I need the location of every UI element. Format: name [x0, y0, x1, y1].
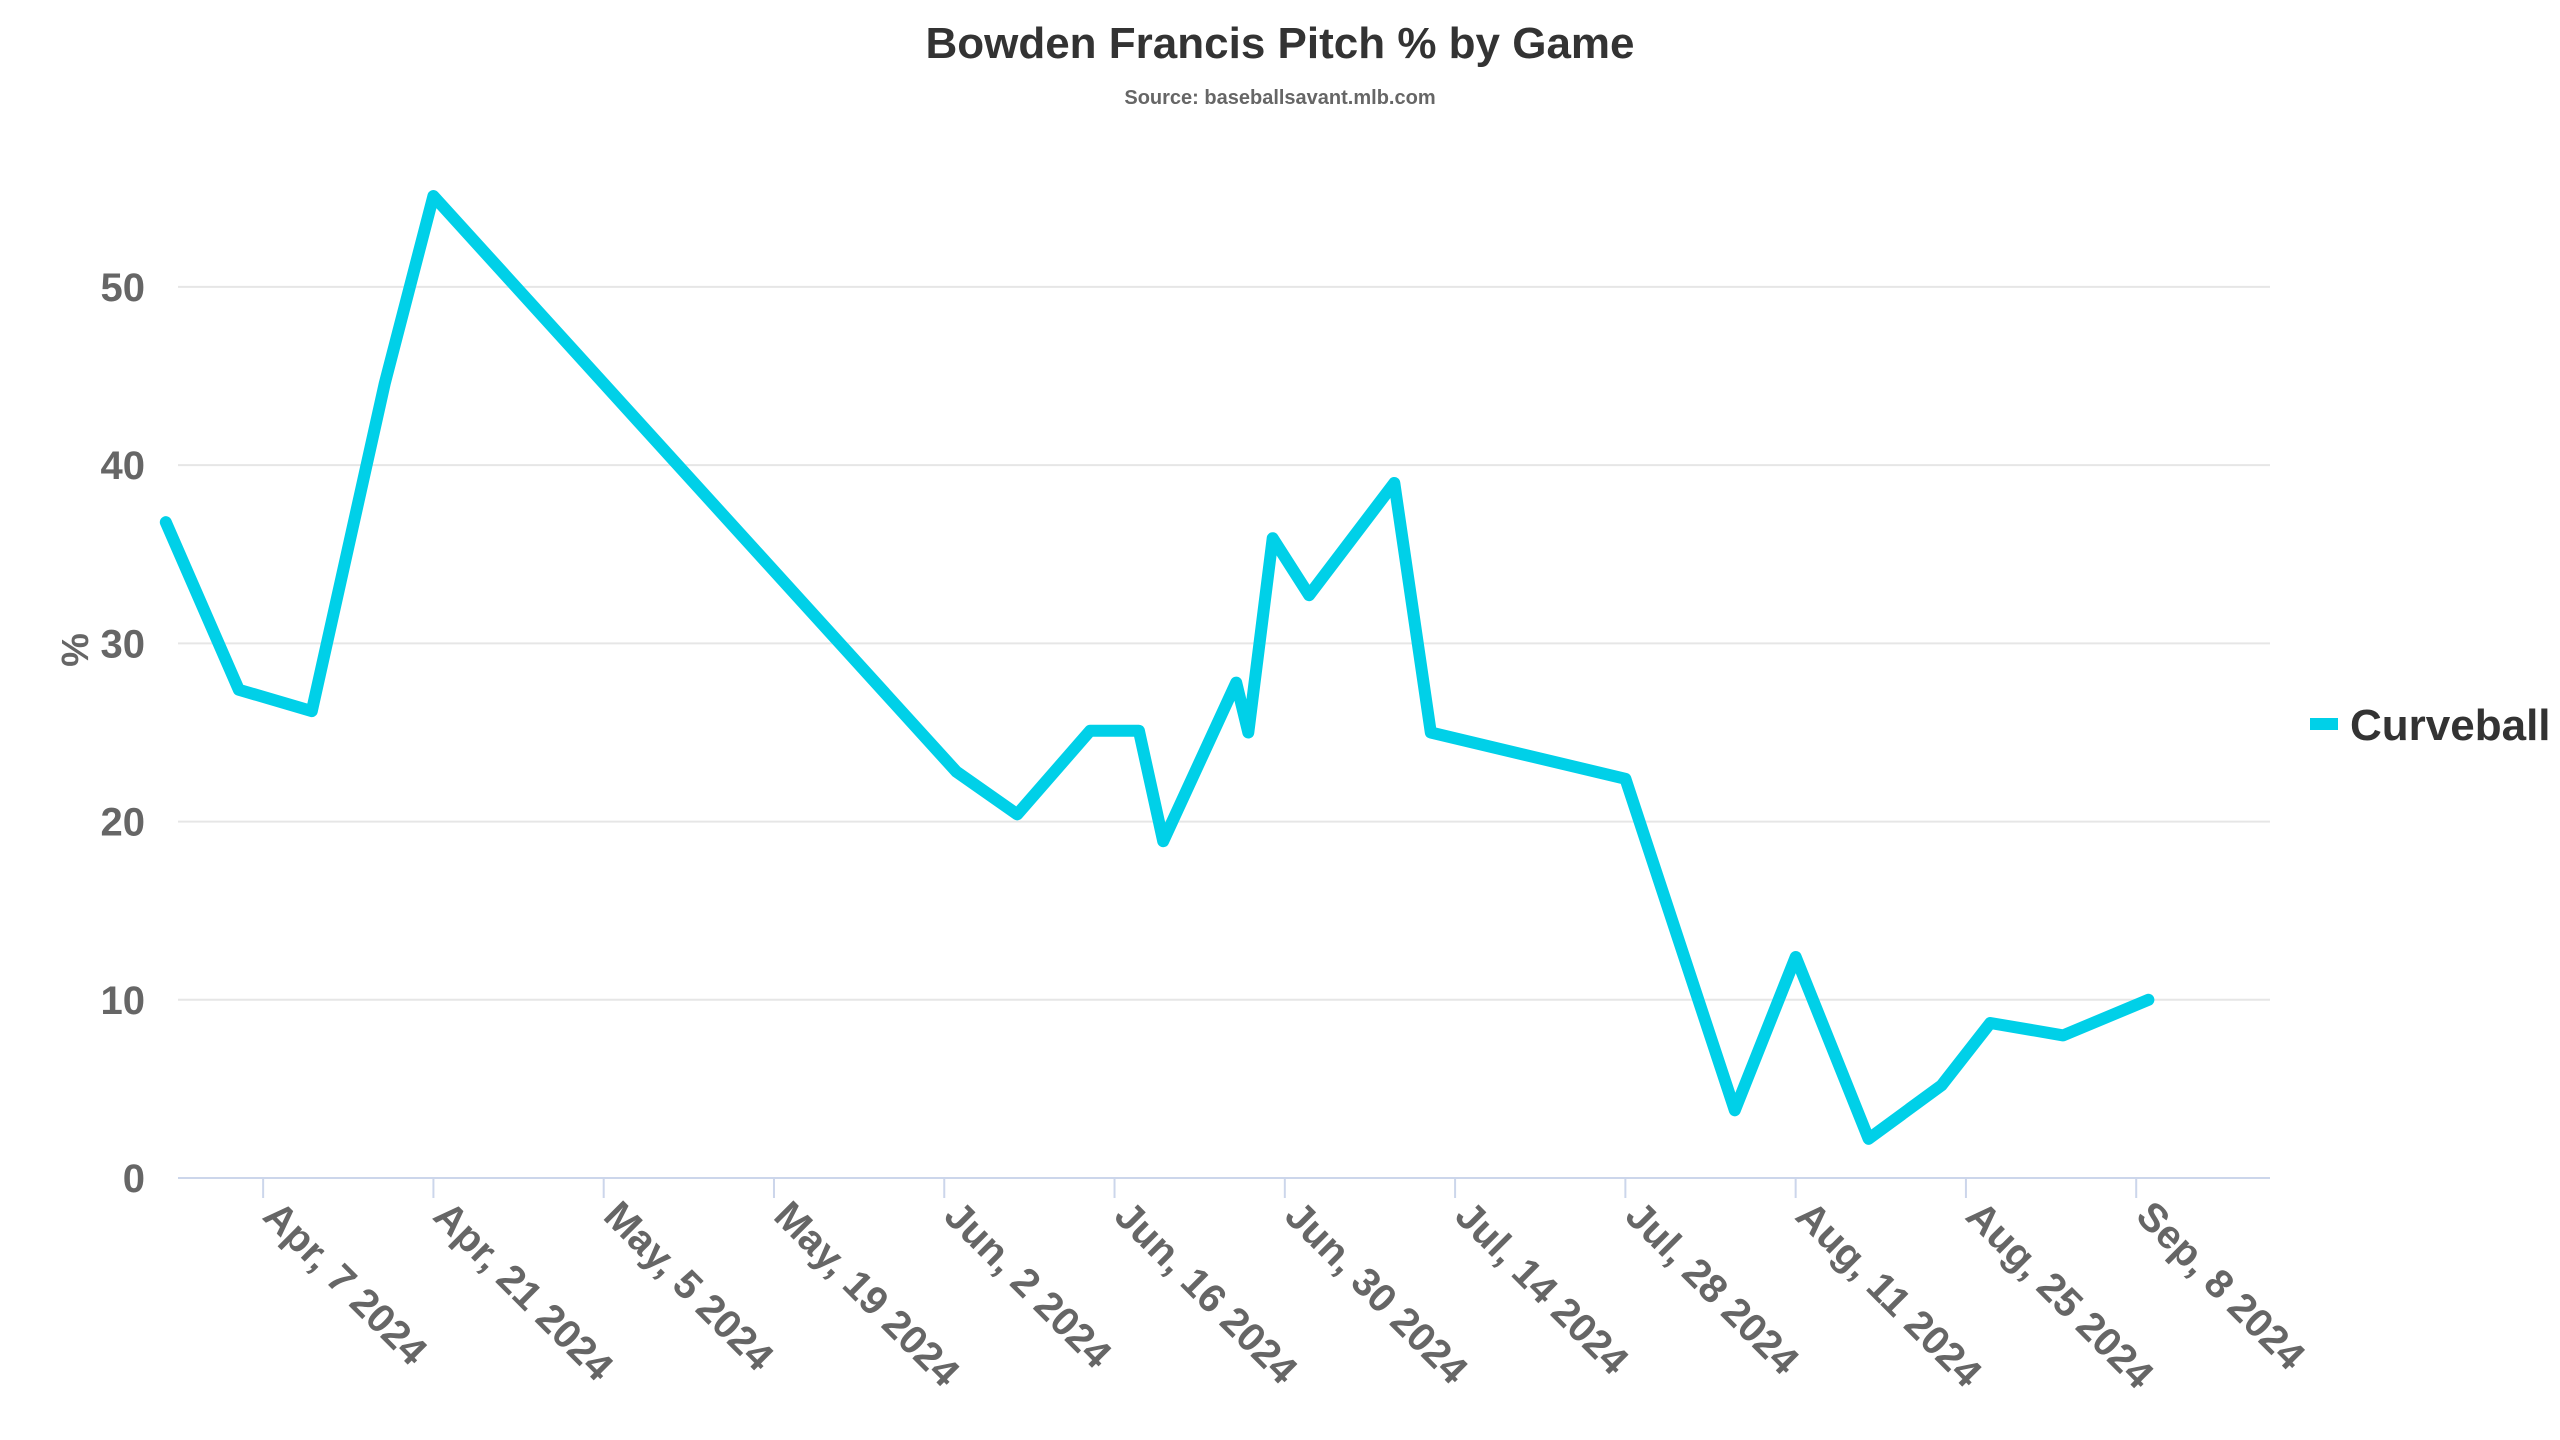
- y-axis-ticks: 0 10 20 30 40 50: [101, 266, 146, 1201]
- data-point[interactable]: [1936, 1079, 1948, 1091]
- data-point[interactable]: [160, 516, 172, 528]
- data-point[interactable]: [1425, 726, 1437, 738]
- data-point[interactable]: [2142, 994, 2154, 1006]
- data-point[interactable]: [1303, 589, 1315, 601]
- y-tick-label: 10: [101, 979, 146, 1023]
- y-axis-label: %: [53, 633, 95, 667]
- legend-label[interactable]: Curveball: [2350, 701, 2551, 750]
- data-point[interactable]: [233, 684, 245, 696]
- data-point[interactable]: [1267, 532, 1279, 544]
- data-point[interactable]: [1011, 808, 1023, 820]
- data-point[interactable]: [1619, 773, 1631, 785]
- data-point[interactable]: [379, 377, 391, 389]
- legend[interactable]: Curveball: [2310, 701, 2551, 750]
- x-tick-label: Apr, 7 2024: [255, 1193, 436, 1374]
- data-point[interactable]: [2057, 1029, 2069, 1041]
- series-layer: [159, 190, 2155, 1145]
- chart-title: Bowden Francis Pitch % by Game: [925, 19, 1634, 68]
- data-point[interactable]: [427, 190, 439, 202]
- y-tick-label: 30: [101, 622, 146, 666]
- data-point[interactable]: [1242, 726, 1254, 738]
- y-tick-label: 0: [123, 1157, 145, 1201]
- x-tick-label: Jun, 2 2024: [936, 1193, 1120, 1377]
- grid-lines: [178, 285, 2270, 1179]
- data-point[interactable]: [306, 705, 318, 717]
- data-point[interactable]: [950, 766, 962, 778]
- y-tick-label: 50: [101, 266, 146, 310]
- data-point[interactable]: [1084, 725, 1096, 737]
- series-line-curveball[interactable]: [159, 190, 2155, 1145]
- x-tick-label: Jul, 28 2024: [1617, 1193, 1807, 1383]
- x-tick-label: Sep, 8 2024: [2128, 1193, 2314, 1379]
- chart-subtitle: Source: baseballsavant.mlb.com: [1124, 87, 1435, 109]
- data-point[interactable]: [1133, 725, 1145, 737]
- x-tick-label: Jun, 30 2024: [1276, 1193, 1476, 1393]
- data-point[interactable]: [1984, 1017, 1996, 1029]
- data-point[interactable]: [1157, 835, 1169, 847]
- x-tick-label: Jun, 16 2024: [1106, 1193, 1306, 1393]
- data-point[interactable]: [1863, 1133, 1875, 1145]
- data-point[interactable]: [1230, 677, 1242, 689]
- x-tick-label: May, 5 2024: [595, 1193, 782, 1380]
- y-tick-label: 20: [101, 801, 146, 845]
- data-point[interactable]: [1388, 477, 1400, 489]
- data-point[interactable]: [1729, 1104, 1741, 1116]
- data-point[interactable]: [1790, 951, 1802, 963]
- x-tick-label: Apr, 21 2024: [425, 1193, 622, 1390]
- x-tick-label: Jul, 14 2024: [1447, 1193, 1637, 1383]
- y-tick-label: 40: [101, 444, 146, 488]
